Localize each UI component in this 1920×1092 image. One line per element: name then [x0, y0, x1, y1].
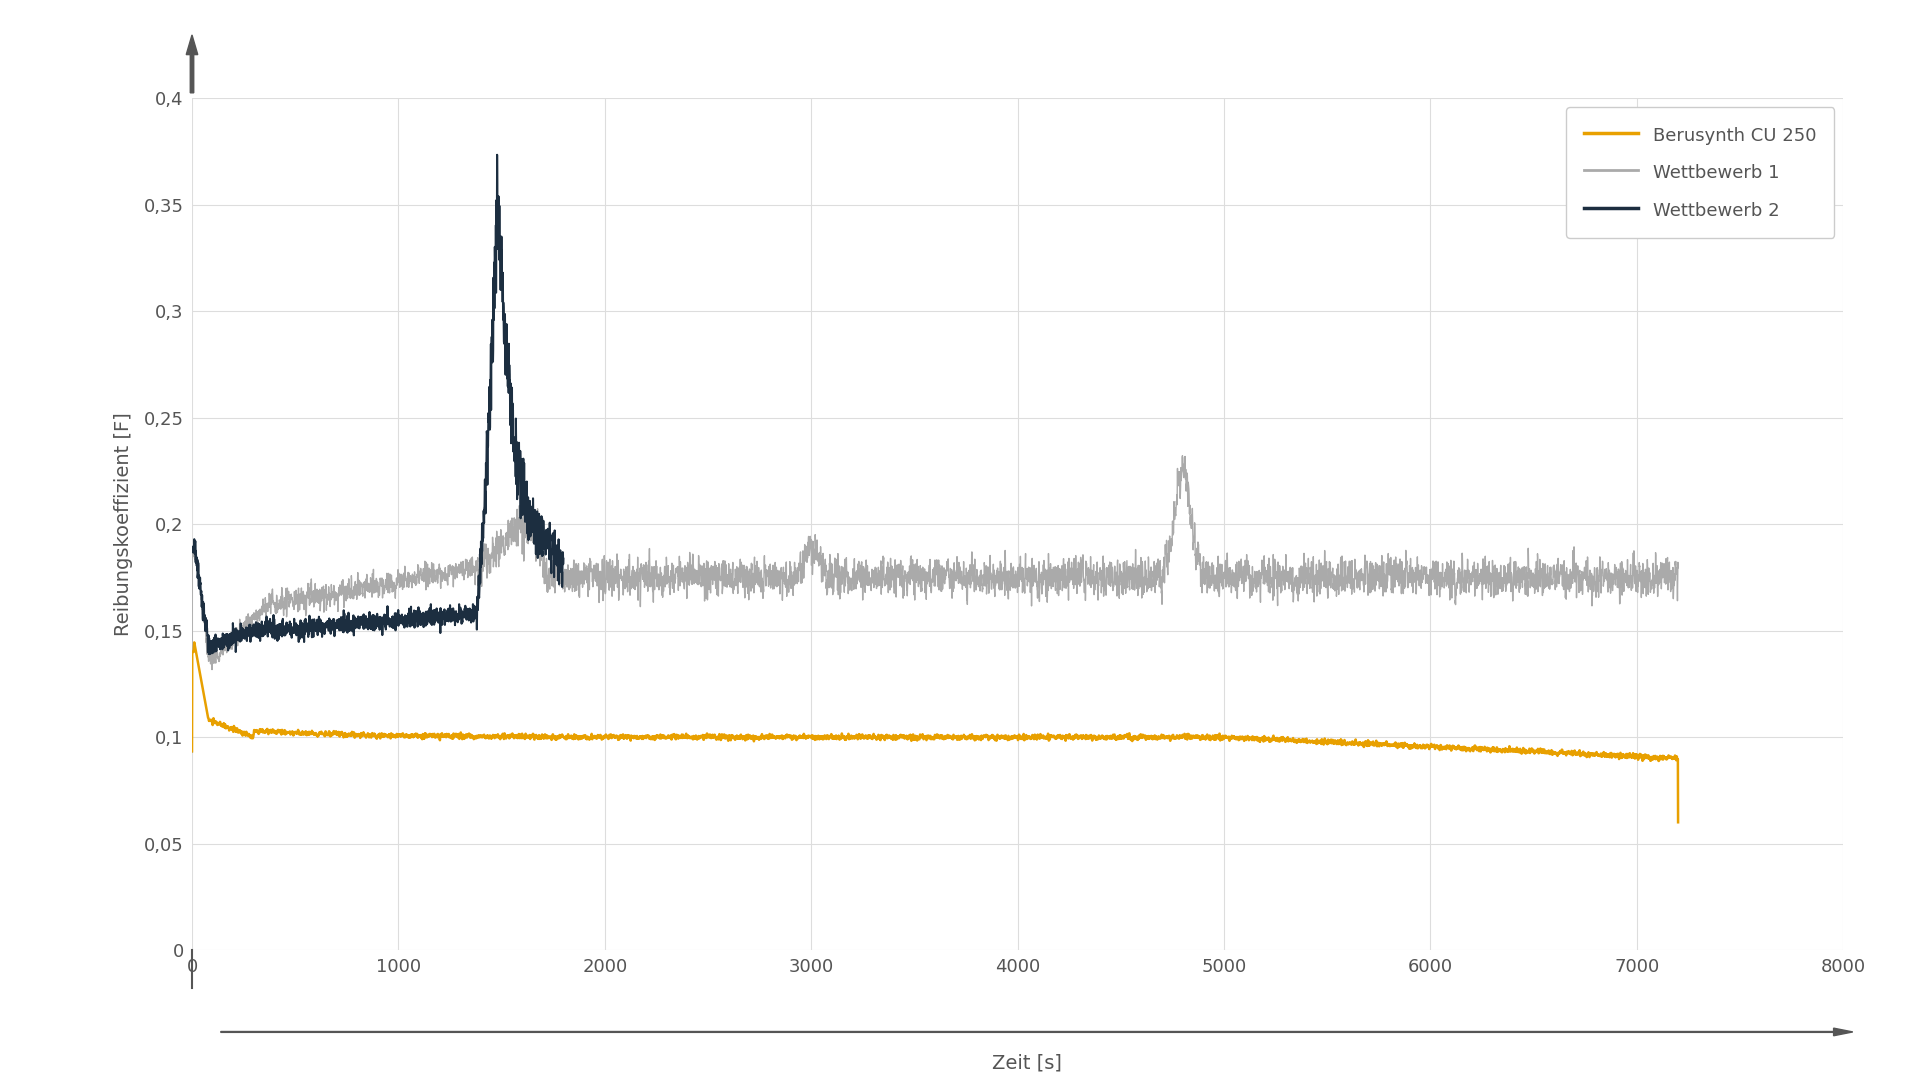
Wettbewerb 2	[180, 543, 204, 556]
Wettbewerb 1	[1171, 449, 1194, 462]
Berusynth CU 250	[685, 733, 708, 746]
Berusynth CU 250	[1267, 734, 1290, 747]
Wettbewerb 1	[1667, 561, 1690, 574]
Berusynth CU 250	[182, 636, 205, 649]
Wettbewerb 1	[685, 570, 708, 583]
Text: Zeit [s]: Zeit [s]	[993, 1053, 1062, 1072]
Wettbewerb 1	[1605, 570, 1628, 583]
Line: Berusynth CU 250: Berusynth CU 250	[192, 642, 1678, 822]
Berusynth CU 250	[1605, 750, 1628, 763]
Line: Wettbewerb 1: Wettbewerb 1	[192, 455, 1678, 752]
Line: Wettbewerb 2: Wettbewerb 2	[192, 155, 563, 654]
Berusynth CU 250	[1667, 816, 1690, 829]
Berusynth CU 250	[1309, 735, 1332, 748]
Berusynth CU 250	[180, 745, 204, 758]
Legend: Berusynth CU 250, Wettbewerb 1, Wettbewerb 2: Berusynth CU 250, Wettbewerb 1, Wettbewe…	[1567, 107, 1834, 238]
Wettbewerb 1	[1267, 577, 1290, 590]
Wettbewerb 1	[180, 746, 204, 759]
Wettbewerb 1	[883, 563, 906, 577]
Wettbewerb 1	[1309, 562, 1332, 575]
Berusynth CU 250	[883, 731, 906, 744]
Y-axis label: Reibungskoeffizient [F]: Reibungskoeffizient [F]	[113, 413, 132, 636]
Berusynth CU 250	[1586, 748, 1609, 761]
Wettbewerb 1	[1586, 565, 1609, 578]
